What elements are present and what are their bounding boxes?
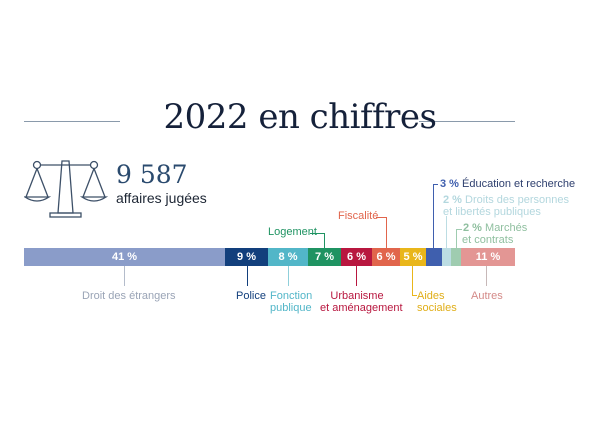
label-line: Marchés [485,222,528,234]
leader-line [356,266,357,286]
leader-line [412,295,417,296]
label-line: Aides [417,290,445,302]
bar-autres: 11 % [461,248,515,266]
label-line: Éducation et recherche [462,178,576,190]
scales-of-justice-icon [24,160,109,218]
bar-marches [451,248,461,266]
bar-droits-personnes [442,248,451,266]
label-droit-etrangers: Droit des étrangers [82,290,176,302]
pct-text: 3 % [440,178,459,190]
bar-droit-etrangers: 41 % [24,248,225,266]
leader-line [376,217,386,218]
leader-line [446,216,447,248]
label-fiscalite: Fiscalité [338,210,379,222]
label-marches: 2 % Marchés et contrats [462,222,528,246]
label-line: et libertés publiques [443,206,541,218]
leader-line [412,266,413,295]
label-line: Droits des personnes [465,194,569,206]
label-line: sociales [417,302,457,314]
bar-logement: 7 % [308,248,341,266]
leader-line [456,229,462,230]
leader-line [486,266,487,286]
page-title: 2022 en chiffres [163,97,437,137]
label-education: 3 % Éducation et recherche [440,178,575,190]
label-aides-sociales: Aides sociales [417,290,457,314]
bar-fiscalite: 6 % [372,248,400,266]
label-urbanisme: Urbanisme et aménagement [320,290,403,314]
leader-line [310,233,324,234]
leader-line [124,266,125,286]
label-police: Police [236,290,266,302]
bar-urbanisme: 6 % [341,248,372,266]
leader-line [386,217,387,248]
label-line: publique [270,302,312,314]
title-rule-right [419,121,515,122]
cases-label: affaires jugées [116,190,207,206]
bar-aides-sociales: 5 % [400,248,426,266]
label-logement: Logement [268,226,317,238]
label-line: Fonction [270,290,313,302]
bar-education [426,248,442,266]
leader-line [324,233,325,248]
bar-police: 9 % [225,248,268,266]
label-line: et aménagement [320,302,403,314]
cases-count: 9 587 [116,160,188,189]
title-rule-left [24,121,120,122]
leader-line [433,184,434,248]
label-line: et contrats [462,234,514,246]
pct-text: 2 % [443,194,462,206]
leader-line [456,229,457,248]
leader-line [433,184,438,185]
leader-line [247,266,248,286]
bar-fonction-publique: 8 % [268,248,308,266]
label-fonction-publique: Fonction publique [270,290,312,314]
pct-text: 2 % [463,222,482,234]
label-line: Urbanisme [330,290,384,302]
label-droits-personnes: 2 % Droits des personnes et libertés publ… [443,194,569,218]
leader-line [288,266,289,286]
label-autres: Autres [471,290,503,302]
